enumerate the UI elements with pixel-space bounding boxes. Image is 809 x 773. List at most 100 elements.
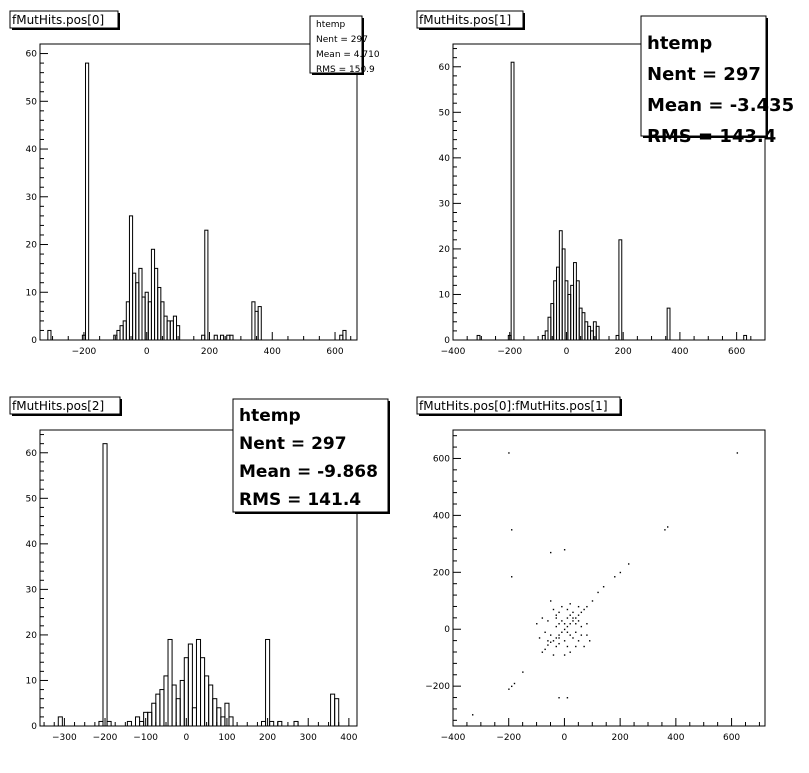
histogram-pos2-panel: fMutHits.pos[2]−300 −200 −100 0 100 200 300 400… (9, 396, 390, 743)
histogram-bin (228, 716, 234, 727)
scatter-point (536, 623, 538, 625)
x-tick-label: −200 (93, 733, 118, 743)
stats-name: htemp (647, 33, 712, 54)
scatter-point (566, 645, 569, 648)
x-tick-label: 400 (667, 733, 684, 743)
histogram-bin (213, 334, 218, 341)
x-tick-label: 200 (201, 347, 218, 357)
y-tick-label: 40 (26, 145, 38, 155)
y-tick-label: 50 (439, 108, 451, 118)
x-tick-label: 600 (728, 347, 745, 357)
scatter-point (586, 623, 588, 625)
scatter-point (589, 640, 591, 642)
y-tick-label: −200 (425, 682, 450, 692)
histogram-bin (330, 693, 336, 727)
y-tick-label: 30 (26, 193, 38, 203)
x-tick-label: 600 (326, 347, 343, 357)
y-tick-label: 50 (26, 97, 38, 107)
histogram-bin (151, 702, 157, 727)
scatter-point (541, 617, 544, 619)
chart-title: fMutHits.pos[0]:fMutHits.pos[1] (419, 399, 608, 413)
histogram-bin (126, 720, 132, 727)
histogram-pos1-panel: fMutHits.pos[1] −400 −200 0 200 400 600 0 10 20 30… (416, 10, 794, 357)
title-box (416, 396, 621, 415)
scatter-point (563, 628, 566, 631)
scatter-point (563, 549, 566, 551)
scatter-point (577, 640, 580, 642)
scatter-point (572, 637, 574, 639)
y-tick-label: 40 (26, 540, 38, 550)
histogram-bin (200, 657, 206, 727)
scatter-point (561, 631, 563, 633)
stats-box (640, 15, 767, 137)
stats-line: Mean = -9.868 (239, 462, 378, 482)
scatter-point (511, 529, 513, 531)
scatter-point (569, 651, 571, 653)
title-box (9, 10, 119, 29)
scatter-point (547, 620, 549, 622)
scatter-point (566, 697, 569, 699)
y-tick-label: 400 (433, 511, 450, 521)
scatter-point (541, 651, 544, 653)
x-tick-label: 200 (615, 347, 632, 357)
stats-line: Nent = 297 (647, 64, 761, 85)
scatter-point (580, 634, 583, 636)
y-tick-label: 60 (26, 449, 38, 459)
y-tick-label: 20 (26, 241, 38, 251)
x-tick-label: 0 (144, 347, 150, 357)
x-tick-label: 400 (264, 347, 281, 357)
stats-box (232, 398, 389, 513)
chart-title: fMutHits.pos[0] (12, 13, 104, 27)
histogram-bin (57, 716, 63, 727)
scatter-point (550, 600, 552, 602)
scatter-point (555, 625, 557, 628)
histogram-bin (176, 325, 181, 341)
scatter-point (569, 623, 571, 625)
histogram-bin (102, 443, 108, 727)
histogram-bin (195, 638, 202, 727)
x-tick-label: −300 (52, 733, 77, 743)
scatter-point (586, 605, 588, 608)
scatter-point (508, 688, 510, 690)
histogram-bin (204, 229, 209, 341)
histogram-bin (229, 334, 234, 341)
histogram-bin (618, 239, 623, 341)
scatter-point (558, 623, 560, 625)
stats-line: Nent = 297 (316, 35, 368, 45)
scatter-point (522, 671, 524, 673)
scatter-point (572, 617, 574, 619)
title-box (416, 10, 524, 29)
histogram-bin (139, 720, 145, 727)
stats-box (309, 15, 363, 74)
stats-line: RMS = 150.9 (316, 65, 375, 75)
scatter-point (544, 631, 546, 633)
x-tick-label: −100 (133, 733, 158, 743)
y-tick-label: 20 (439, 245, 451, 255)
scatter-point (558, 611, 560, 614)
scatter-point (583, 645, 585, 648)
scatter-point (572, 620, 574, 622)
y-tick-label: 0 (444, 336, 450, 346)
scatter-point (580, 611, 583, 614)
scatter-point (566, 617, 569, 619)
y-tick-label: 10 (26, 676, 38, 686)
y-tick-label: 60 (439, 63, 451, 73)
scatter-point (575, 623, 577, 625)
scatter-point (550, 551, 552, 554)
y-tick-label: 10 (26, 288, 38, 298)
histogram-bin (269, 720, 275, 727)
scatter-point (550, 641, 552, 643)
x-tick-label: 400 (340, 733, 357, 743)
scatter-point (614, 576, 616, 578)
stats-line: Mean = -3.435 (647, 95, 794, 116)
histogram-bin (204, 675, 210, 727)
scatter-point (555, 614, 557, 616)
x-tick-label: 0 (564, 347, 570, 357)
plot-frame (39, 43, 358, 341)
scatter-point (569, 603, 571, 605)
y-tick-label: 0 (31, 336, 37, 346)
x-tick-label: 400 (671, 347, 688, 357)
histogram-bin (187, 643, 193, 727)
scatter-point (566, 625, 569, 628)
histogram-bin (191, 707, 197, 727)
